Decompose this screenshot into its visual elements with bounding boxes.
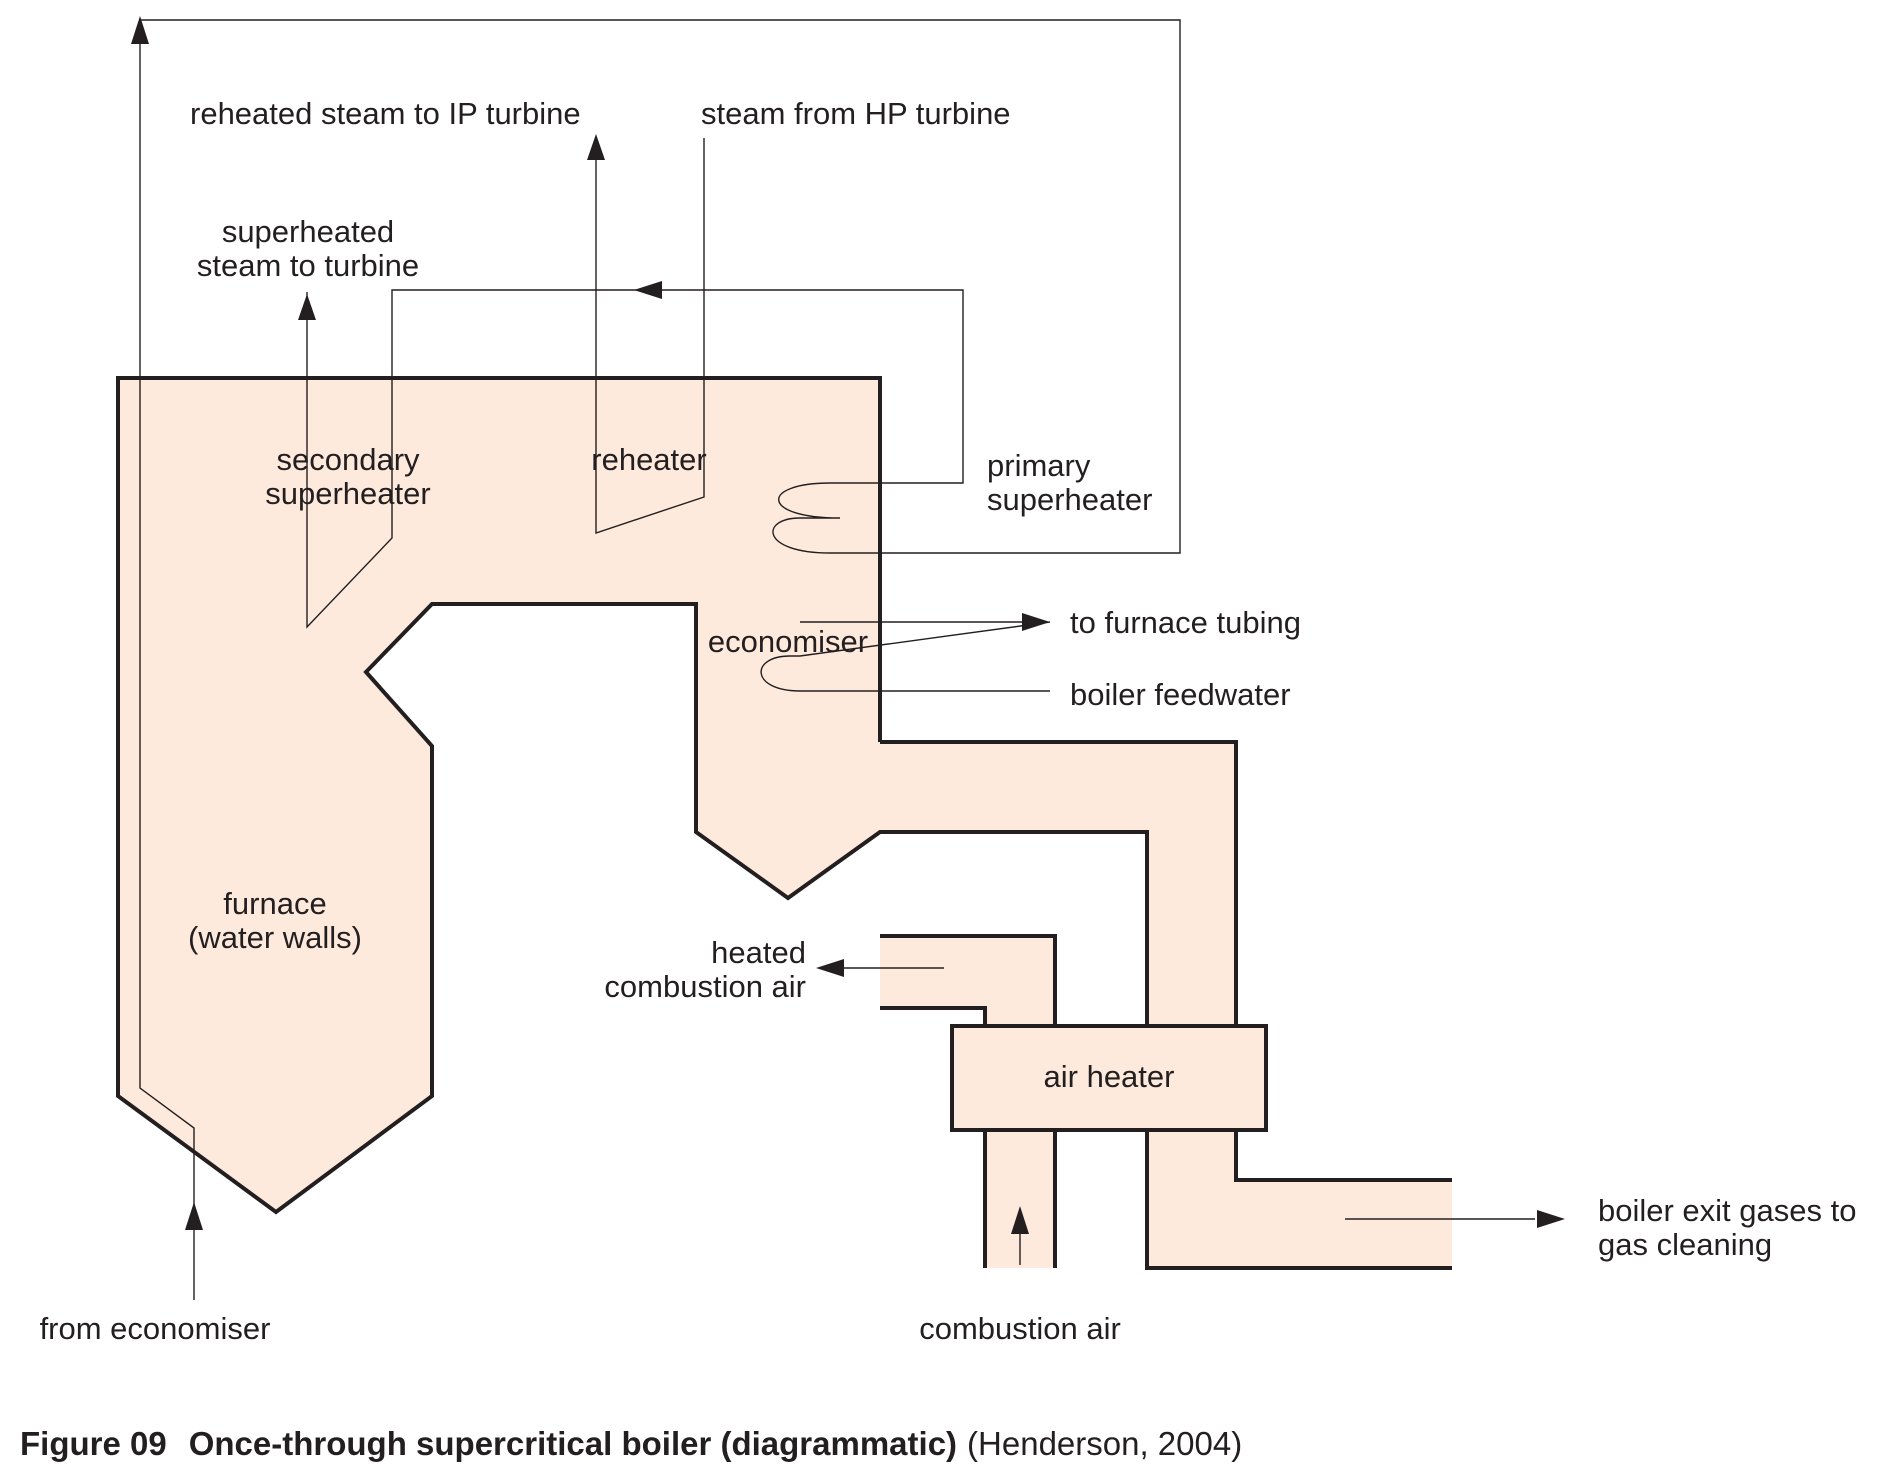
heated-air-duct [880, 936, 1055, 1026]
furnace-label-1: furnace [223, 886, 326, 921]
to-furnace-tubing-label: to furnace tubing [1070, 605, 1301, 640]
air-heater-outline [950, 1024, 1268, 1132]
primary-superheater-label-2: superheater [987, 482, 1152, 517]
reheater-line [595, 138, 705, 534]
furnace-and-convection-pass [118, 378, 1452, 1268]
figure-title: Once-through supercritical boiler (diagr… [189, 1425, 957, 1462]
heated-combustion-air-label-2: combustion air [604, 969, 806, 1004]
exit-gases-label-2: gas cleaning [1598, 1227, 1772, 1262]
from-economiser-label: from economiser [40, 1311, 271, 1346]
arrow-right-exit-gases [1537, 1210, 1565, 1228]
boiler-walls [116, 376, 1452, 1270]
arrow-up-superheated-steam [298, 294, 316, 320]
heated-combustion-air-label-1: heated [711, 935, 806, 970]
labels: reheated steam to IP turbine steam from … [40, 96, 1857, 1346]
steam-from-hp-label: steam from HP turbine [701, 96, 1011, 131]
arrow-right-furnace-tubing [1022, 613, 1050, 631]
economiser-label: economiser [708, 624, 868, 659]
exit-gases-label-1: boiler exit gases to [1598, 1193, 1856, 1228]
economiser-coil [760, 621, 1051, 692]
furnace-label-2: (water walls) [188, 920, 362, 955]
heated-air-duct-bottom-wall [880, 1006, 987, 1026]
superheated-steam-label-1: superheated [222, 214, 394, 249]
backpass-outer-wall [880, 740, 1238, 1026]
primary-superheater-label-1: primary [987, 448, 1091, 483]
reheated-steam-label: reheated steam to IP turbine [190, 96, 581, 131]
air-heater-box [952, 1026, 1266, 1130]
arrow-up-combustion-air [1011, 1206, 1029, 1234]
boiler-feedwater-label: boiler feedwater [1070, 677, 1291, 712]
combustion-air-label: combustion air [919, 1311, 1121, 1346]
figure-caption: Figure 09 Once-through supercritical boil… [20, 1425, 1242, 1462]
secondary-superheater-label-2: superheater [265, 476, 430, 511]
arrow-left-crossover [634, 281, 662, 299]
air-heater-label: air heater [1044, 1059, 1175, 1094]
heated-air-duct-top-wall [880, 934, 1057, 1026]
figure-number: Figure 09 [20, 1425, 167, 1462]
figure-source: (Henderson, 2004) [967, 1425, 1242, 1462]
superheated-steam-label-2: steam to turbine [197, 248, 419, 283]
boiler-body [118, 378, 1452, 1268]
arrow-up-from-economiser [185, 1202, 203, 1230]
arrow-left-heated-air [816, 959, 844, 977]
exit-duct-lower-wall [1145, 1130, 1452, 1270]
secondary-superheater-label-1: secondary [276, 442, 420, 477]
reheater-label: reheater [591, 442, 706, 477]
primary-to-secondary-line [306, 289, 964, 629]
primary-superheater-coil [772, 482, 841, 554]
arrow-up-riser-top [131, 16, 149, 44]
arrow-up-reheated-steam [587, 134, 605, 160]
exit-duct-upper-wall [1234, 1130, 1452, 1182]
arrowheads [131, 16, 1565, 1234]
furnace-wall-outline [116, 376, 1149, 1215]
